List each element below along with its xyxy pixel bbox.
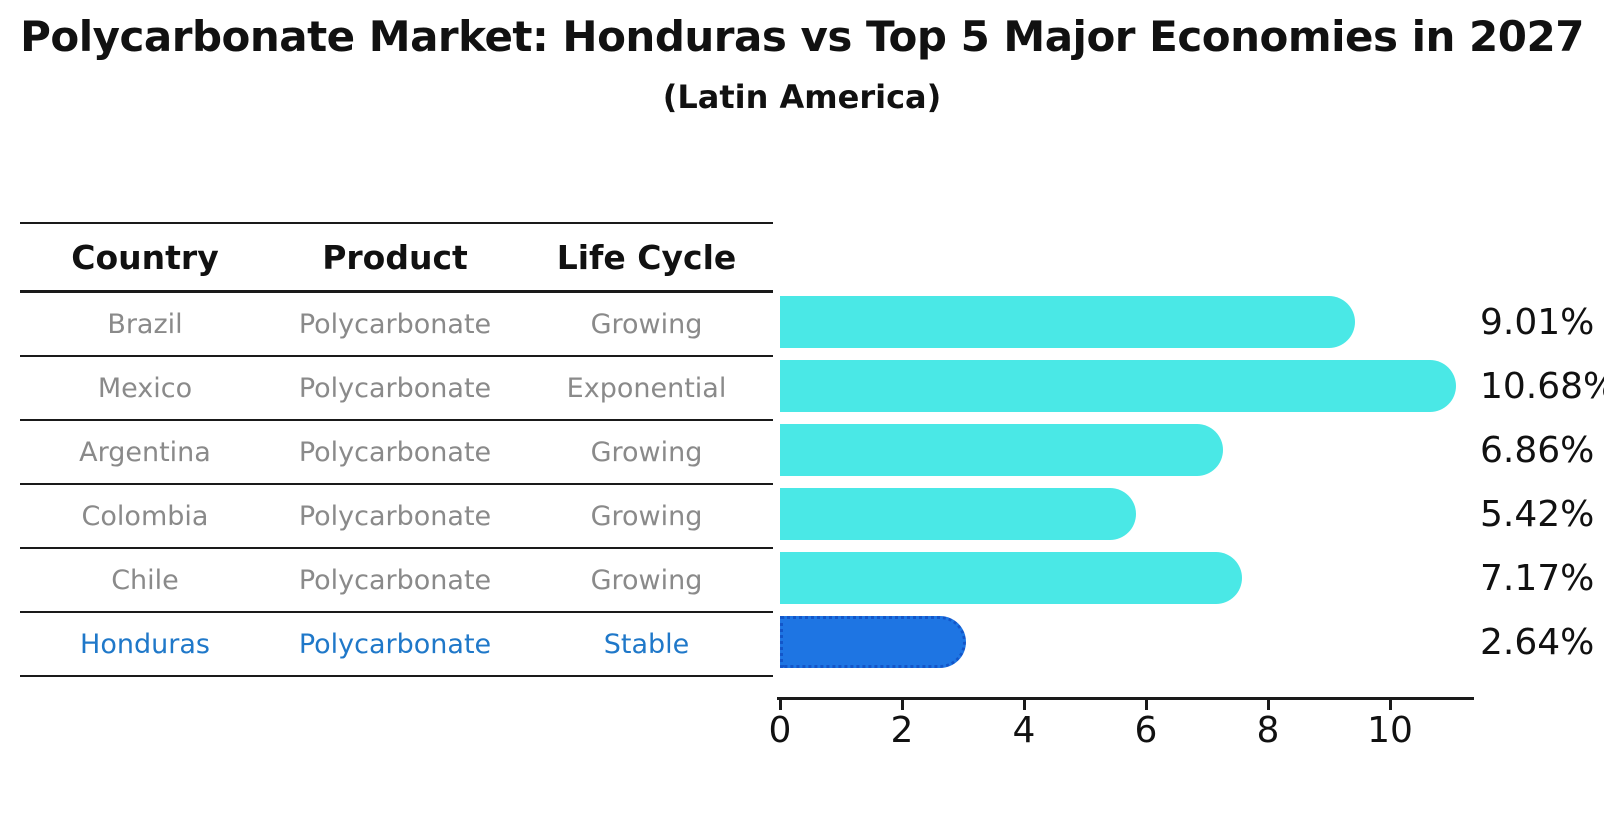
bar <box>780 424 1223 476</box>
table-cell-product: Polycarbonate <box>298 436 492 468</box>
table-cell-product: Polycarbonate <box>298 372 492 404</box>
table-cell-product: Polycarbonate <box>298 500 492 532</box>
x-axis-tick <box>900 700 904 710</box>
x-axis-tick <box>778 700 782 710</box>
table-cell-product: Polycarbonate <box>298 564 492 596</box>
bar-value-label: 9.01% <box>1480 301 1595 343</box>
table-cell-product: Polycarbonate <box>298 628 492 660</box>
x-axis-tick-label: 10 <box>1367 710 1413 751</box>
table-row: Colombia Polycarbonate Growing <box>20 485 773 549</box>
table-cell-country: Argentina <box>79 436 211 468</box>
x-axis-tick <box>1022 700 1026 710</box>
x-axis-tick-label: 2 <box>890 710 914 751</box>
table-row: Argentina Polycarbonate Growing <box>20 421 773 485</box>
table-cell-life-cycle: Growing <box>590 500 703 532</box>
x-axis-line <box>777 697 1474 700</box>
bar <box>780 360 1456 412</box>
bar <box>780 488 1136 540</box>
bar-value-label: 10.68% <box>1480 365 1604 407</box>
bar-value-label: 6.86% <box>1480 429 1595 471</box>
x-axis-tick-label: 0 <box>768 710 792 751</box>
table-cell-life-cycle: Growing <box>590 436 703 468</box>
table-header-row: Country Product Life Cycle <box>20 224 773 293</box>
table-row: Chile Polycarbonate Growing <box>20 549 773 613</box>
bar-highlight <box>780 616 966 668</box>
table-header-life-cycle: Life Cycle <box>556 237 737 277</box>
table-cell-country: Mexico <box>97 372 193 404</box>
bar <box>780 296 1355 348</box>
table-cell-country: Colombia <box>81 500 209 532</box>
x-axis-tick-label: 4 <box>1012 710 1036 751</box>
table-cell-country: Brazil <box>107 308 183 340</box>
table-cell-country: Chile <box>111 564 179 596</box>
table-row: Mexico Polycarbonate Exponential <box>20 357 773 421</box>
bar-value-label: 5.42% <box>1480 493 1595 535</box>
table-row: Brazil Polycarbonate Growing <box>20 293 773 357</box>
x-axis-tick-label: 8 <box>1256 710 1280 751</box>
table-cell-life-cycle: Growing <box>590 564 703 596</box>
table-row: Honduras Polycarbonate Stable <box>20 613 773 677</box>
table-header-country: Country <box>71 237 219 277</box>
table-body: Brazil Polycarbonate Growing Mexico Polycarb… <box>20 293 773 677</box>
x-axis-tick-label: 6 <box>1134 710 1158 751</box>
table-cell-life-cycle: Exponential <box>566 372 727 404</box>
table-cell-country: Honduras <box>80 628 210 660</box>
x-axis-tick <box>1266 700 1270 710</box>
chart-subtitle: (Latin America) <box>662 78 942 116</box>
table-cell-product: Polycarbonate <box>298 308 492 340</box>
country-table: Country Product Life Cycle Brazil Polycar… <box>20 222 773 677</box>
bar-value-label: 7.17% <box>1480 557 1595 599</box>
x-axis-tick <box>1388 700 1392 710</box>
table-cell-life-cycle: Stable <box>603 628 690 660</box>
chart-title: Polycarbonate Market: Honduras vs Top 5 … <box>20 12 1584 61</box>
table-cell-life-cycle: Growing <box>590 308 703 340</box>
bar <box>780 552 1242 604</box>
x-axis-tick <box>1144 700 1148 710</box>
bar-value-label: 2.64% <box>1480 621 1595 663</box>
table-header-product: Product <box>322 237 468 277</box>
